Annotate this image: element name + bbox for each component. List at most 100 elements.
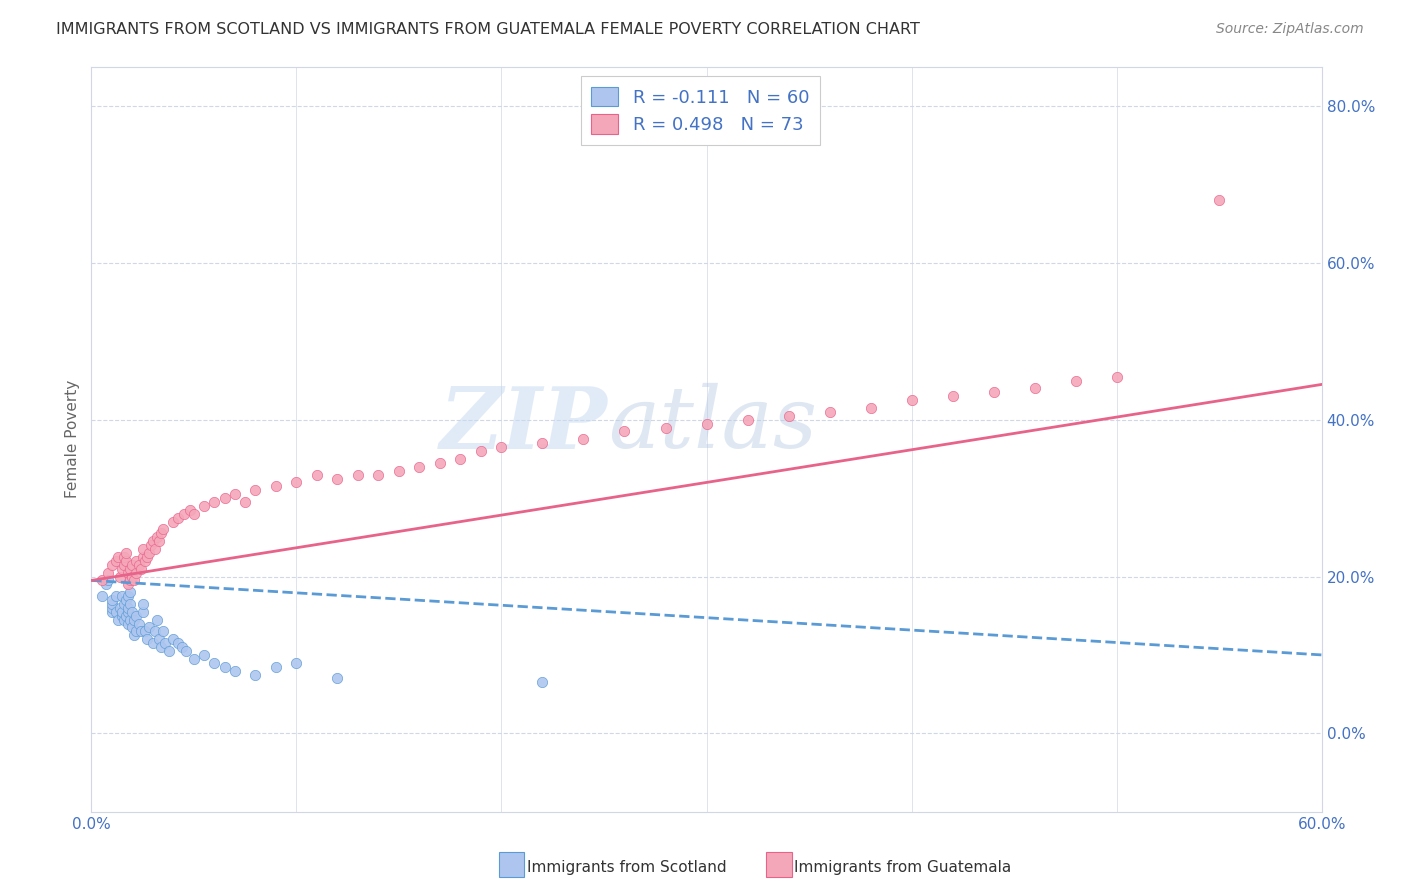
Point [942, 389, 965, 403]
Point [105, 554, 127, 568]
Point [285, 475, 308, 490]
Point [166, 510, 188, 524]
Point [101, 558, 124, 572]
Point [135, 549, 157, 564]
Point [138, 620, 160, 634]
Point [121, 558, 143, 572]
Point [264, 479, 287, 493]
Point [101, 593, 124, 607]
Point [347, 467, 370, 482]
Point [695, 417, 717, 431]
Point [112, 558, 135, 572]
Point [224, 664, 246, 678]
Point [143, 624, 166, 639]
Point [105, 589, 127, 603]
Point [134, 554, 156, 568]
Text: ZIP: ZIP [440, 383, 607, 467]
Point [859, 401, 882, 415]
Point [108, 569, 131, 583]
Point [129, 562, 152, 576]
Point [285, 656, 308, 670]
Point [112, 549, 135, 564]
Point [173, 507, 195, 521]
Point [531, 436, 554, 450]
Text: Immigrants from Guatemala: Immigrants from Guatemala [794, 860, 1012, 874]
Point [121, 620, 143, 634]
Point [128, 616, 150, 631]
Point [900, 393, 922, 408]
Point [388, 464, 411, 478]
Point [97, 566, 120, 580]
Point [107, 613, 129, 627]
Point [170, 640, 193, 654]
Point [120, 562, 142, 576]
Point [572, 433, 595, 447]
Point [111, 562, 134, 576]
Point [531, 675, 554, 690]
Point [142, 534, 165, 549]
Point [152, 523, 174, 537]
Point [408, 459, 430, 474]
Point [367, 467, 389, 482]
Text: atlas: atlas [607, 383, 817, 466]
Point [157, 644, 180, 658]
Point [131, 597, 153, 611]
Legend: R = -0.111   N = 60, R = 0.498   N = 73: R = -0.111 N = 60, R = 0.498 N = 73 [581, 76, 820, 145]
Point [162, 515, 184, 529]
Point [101, 597, 124, 611]
Point [105, 605, 127, 619]
Point [429, 456, 451, 470]
Text: Source: ZipAtlas.com: Source: ZipAtlas.com [1216, 22, 1364, 37]
Point [115, 554, 138, 568]
Point [117, 577, 139, 591]
Point [90, 589, 112, 603]
Point [117, 616, 139, 631]
Point [120, 597, 142, 611]
Point [146, 530, 169, 544]
Point [134, 624, 156, 639]
Point [131, 542, 153, 557]
Point [202, 656, 225, 670]
Point [111, 608, 134, 623]
Point [124, 628, 146, 642]
Point [131, 549, 153, 564]
Point [101, 600, 124, 615]
Point [193, 648, 215, 662]
Point [326, 672, 349, 686]
Point [150, 640, 173, 654]
Point [107, 549, 129, 564]
Point [148, 534, 170, 549]
Point [193, 499, 215, 513]
Point [245, 667, 267, 681]
Point [491, 440, 513, 454]
Point [470, 444, 492, 458]
Point [112, 597, 135, 611]
Point [1105, 369, 1128, 384]
Point [264, 659, 287, 673]
Point [1208, 193, 1230, 207]
Point [183, 507, 205, 521]
Point [737, 413, 759, 427]
Point [326, 471, 349, 485]
Point [117, 589, 139, 603]
Point [120, 585, 142, 599]
Text: Immigrants from Scotland: Immigrants from Scotland [527, 860, 727, 874]
Point [111, 589, 134, 603]
Point [117, 600, 139, 615]
Point [143, 542, 166, 557]
Point [174, 644, 197, 658]
Point [224, 487, 246, 501]
Point [245, 483, 267, 498]
Point [115, 608, 138, 623]
Point [125, 554, 148, 568]
Point [125, 566, 148, 580]
Point [179, 503, 201, 517]
Point [125, 608, 148, 623]
Point [153, 636, 177, 650]
Point [150, 526, 173, 541]
Point [983, 385, 1005, 400]
Point [138, 546, 160, 560]
Point [112, 613, 135, 627]
Point [124, 574, 146, 588]
Point [115, 546, 138, 560]
